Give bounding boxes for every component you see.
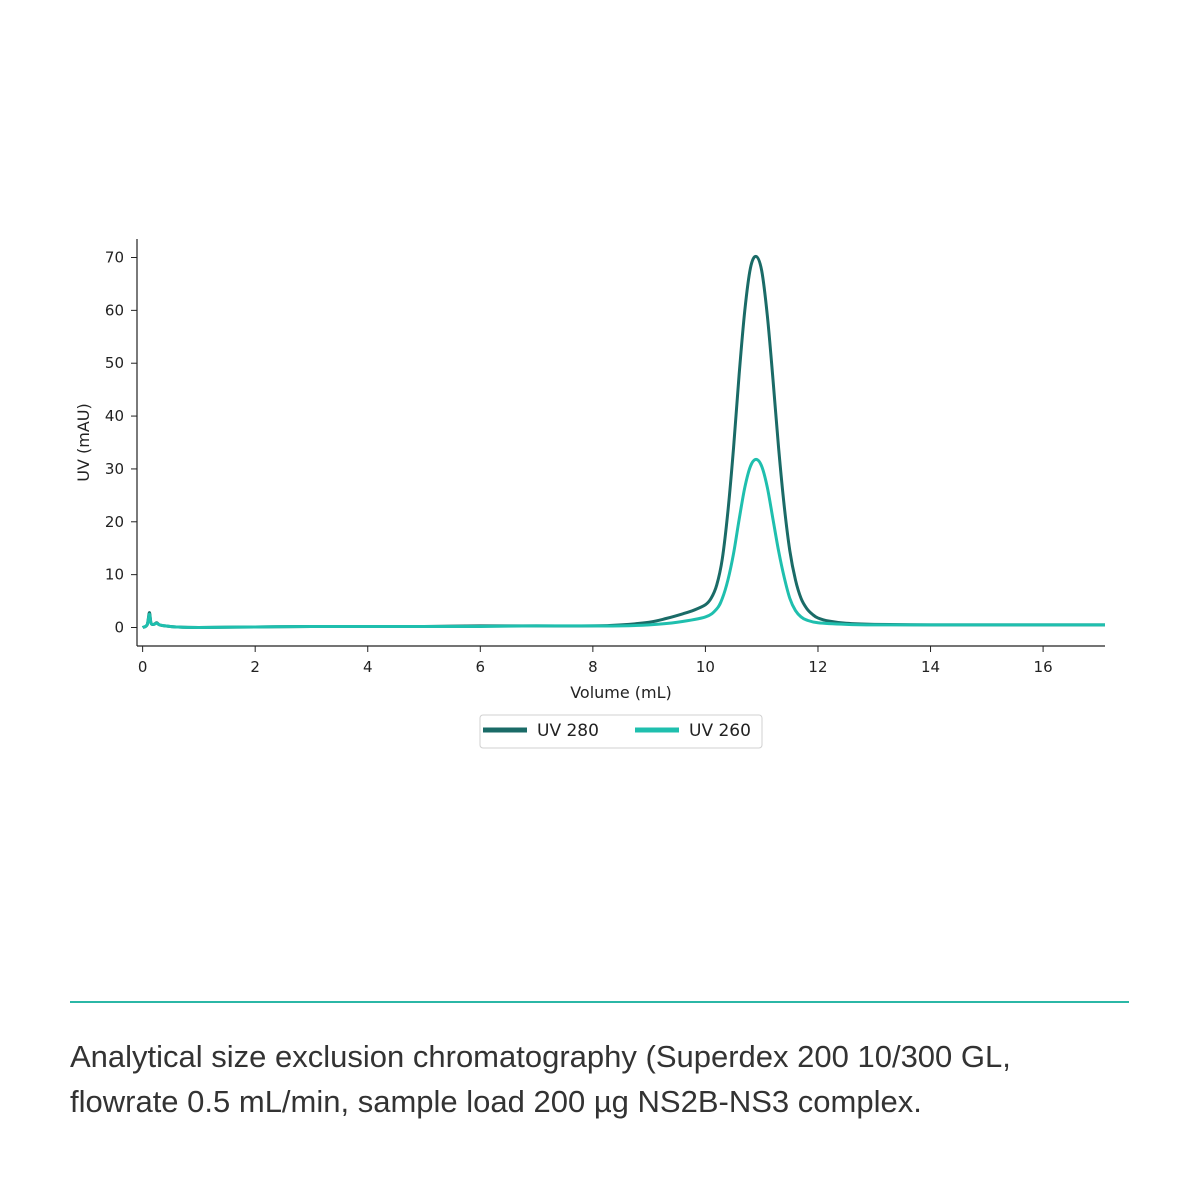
y-axis-label: UV (mAU) bbox=[74, 403, 93, 481]
y-tick-label: 60 bbox=[105, 301, 124, 319]
legend-label: UV 260 bbox=[689, 721, 751, 741]
x-axis-label: Volume (mL) bbox=[570, 683, 672, 702]
legend-label: UV 280 bbox=[537, 721, 599, 741]
y-tick-label: 30 bbox=[105, 460, 124, 478]
chromatogram-chart: 0 2 4 6 8 10 12 14 16 0 10 20 30 40 50 60 70 Volume (mL)… bbox=[74, 239, 1105, 749]
x-tick-label: 0 bbox=[138, 658, 148, 676]
series-line-uv-280 bbox=[141, 254, 1105, 629]
series-line-uv-260 bbox=[141, 457, 1105, 629]
y-tick-label: 50 bbox=[105, 354, 124, 372]
caption-divider bbox=[70, 1001, 1129, 1003]
figure-caption: Analytical size exclusion chromatography… bbox=[70, 1034, 1130, 1124]
x-tick-label: 6 bbox=[476, 658, 486, 676]
x-tick-label: 2 bbox=[250, 658, 260, 676]
x-tick-label: 12 bbox=[808, 658, 827, 676]
legend-box bbox=[479, 714, 763, 749]
axes: 0 2 4 6 8 10 12 14 16 0 10 20 30 40 50 60 70 bbox=[105, 239, 1105, 676]
y-tick-label: 70 bbox=[105, 249, 124, 267]
x-tick-label: 8 bbox=[588, 658, 598, 676]
y-tick-label: 20 bbox=[105, 513, 124, 531]
x-tick-label: 14 bbox=[921, 658, 940, 676]
y-tick-label: 10 bbox=[105, 566, 124, 584]
caption-line-2: flowrate 0.5 mL/min, sample load 200 µg … bbox=[70, 1084, 922, 1119]
y-tick-label: 40 bbox=[105, 407, 124, 425]
caption-line-1: Analytical size exclusion chromatography… bbox=[70, 1039, 1011, 1074]
legend: UV 280 UV 260 bbox=[479, 714, 763, 749]
y-tick-label: 0 bbox=[114, 619, 124, 637]
x-tick-label: 10 bbox=[696, 658, 715, 676]
x-tick-label: 16 bbox=[1034, 658, 1053, 676]
plot-lines bbox=[141, 254, 1105, 629]
x-tick-label: 4 bbox=[363, 658, 373, 676]
